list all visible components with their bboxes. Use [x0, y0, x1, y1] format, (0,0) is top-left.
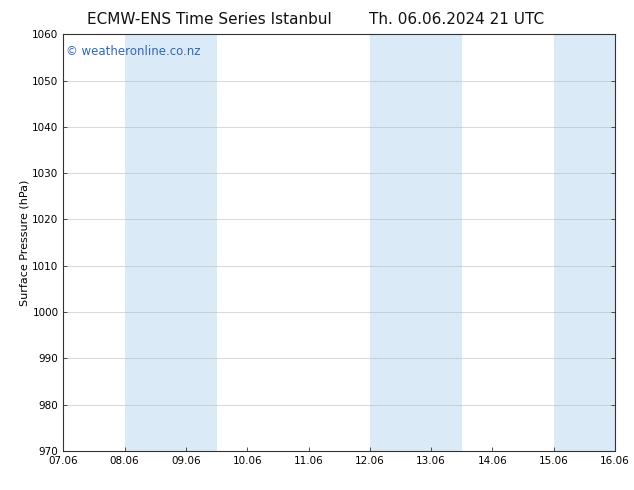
Bar [553, 34, 634, 451]
Text: © weatheronline.co.nz: © weatheronline.co.nz [66, 45, 200, 58]
Text: ECMW-ENS Time Series Istanbul: ECMW-ENS Time Series Istanbul [87, 12, 332, 27]
Bar [125, 34, 217, 451]
Bar [370, 34, 462, 451]
Y-axis label: Surface Pressure (hPa): Surface Pressure (hPa) [20, 179, 30, 306]
Text: Th. 06.06.2024 21 UTC: Th. 06.06.2024 21 UTC [369, 12, 544, 27]
